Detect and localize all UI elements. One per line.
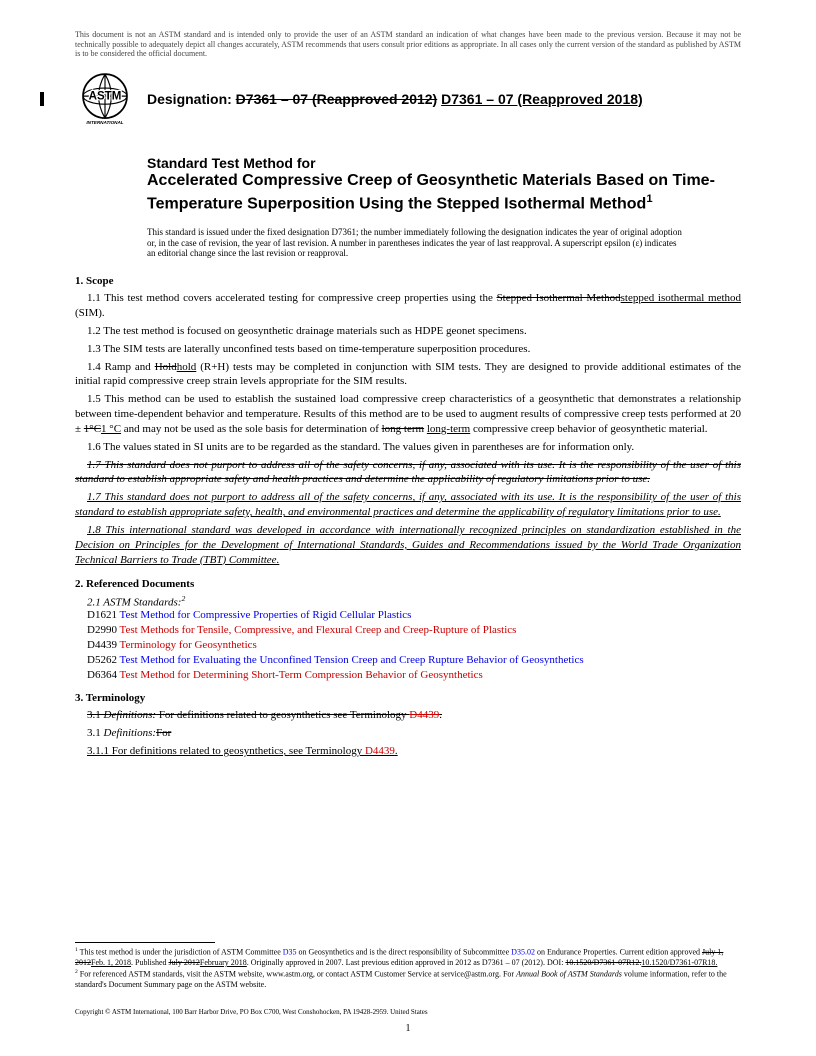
ref-item: D5262 Test Method for Evaluating the Unc…: [75, 653, 741, 668]
footnote-2: 2 For referenced ASTM standards, visit t…: [75, 969, 741, 990]
designation-old: D7361 – 07 (Reapproved 2012): [236, 91, 438, 107]
header-disclaimer: This document is not an ASTM standard an…: [75, 30, 741, 59]
page-container: This document is not an ASTM standard an…: [0, 0, 816, 1056]
ref-item: D2990 Test Methods for Tensile, Compress…: [75, 623, 741, 638]
designation-text: Designation: D7361 – 07 (Reapproved 2012…: [147, 91, 643, 107]
footnote-1: 1 This test method is under the jurisdic…: [75, 947, 741, 968]
footnotes: 1 This test method is under the jurisdic…: [75, 936, 741, 990]
page-number: 1: [406, 1023, 411, 1034]
main-content: Standard Test Method for Accelerated Com…: [75, 155, 741, 259]
designation-row: ASTM ASTM INTERNATIONAL Designation: D73…: [75, 73, 741, 125]
scope-head: 1. Scope: [75, 275, 741, 287]
terminology-head: 3. Terminology: [75, 692, 741, 704]
astm-logo: ASTM ASTM INTERNATIONAL: [75, 73, 135, 125]
para-1.1: 1.1 This test method covers accelerated …: [75, 291, 741, 321]
body-content: 1. Scope 1.1 This test method covers acc…: [75, 275, 741, 759]
designation-label: Designation:: [147, 91, 232, 107]
copyright: Copyright © ASTM International, 100 Barr…: [75, 1008, 428, 1016]
para-3.1-old: 3.1 Definitions: For definitions related…: [75, 708, 741, 723]
para-3.1.1: 3.1.1 For definitions related to geosynt…: [75, 744, 741, 759]
para-1.4: 1.4 Ramp and Holdhold (R+H) tests may be…: [75, 360, 741, 390]
para-3.1-new: 3.1 Definitions:For: [75, 726, 741, 741]
para-1.5: 1.5 This method can be used to establish…: [75, 392, 741, 437]
change-bar: [40, 92, 44, 106]
title-block: Standard Test Method for Accelerated Com…: [147, 155, 741, 215]
designation-new: D7361 – 07 (Reapproved 2018): [441, 91, 643, 107]
refs-head: 2. Referenced Documents: [75, 578, 741, 590]
para-1.7-old: 1.7 This standard does not purport to ad…: [75, 458, 741, 488]
svg-text:ASTM: ASTM: [89, 90, 122, 102]
ref-item: D1621 Test Method for Compressive Proper…: [75, 608, 741, 623]
footnote-rule: [75, 942, 215, 943]
issuance-note: This standard is issued under the fixed …: [147, 227, 687, 259]
para-1.8: 1.8 This international standard was deve…: [75, 523, 741, 568]
title-prefix: Standard Test Method for: [147, 155, 741, 171]
para-1.2: 1.2 The test method is focused on geosyn…: [75, 324, 741, 339]
para-1.6: 1.6 The values stated in SI units are to…: [75, 440, 741, 455]
ref-item: D6364 Test Method for Determining Short-…: [75, 668, 741, 683]
ref-item: D4439 Terminology for Geosynthetics: [75, 638, 741, 653]
refs-subhead: 2.1 ASTM Standards:2: [75, 594, 741, 609]
title-main: Accelerated Compressive Creep of Geosynt…: [147, 171, 741, 215]
para-1.7-new: 1.7 This standard does not purport to ad…: [75, 490, 741, 520]
para-1.3: 1.3 The SIM tests are laterally unconfin…: [75, 342, 741, 357]
refs-list: D1621 Test Method for Compressive Proper…: [75, 608, 741, 682]
svg-text:INTERNATIONAL: INTERNATIONAL: [86, 120, 123, 125]
